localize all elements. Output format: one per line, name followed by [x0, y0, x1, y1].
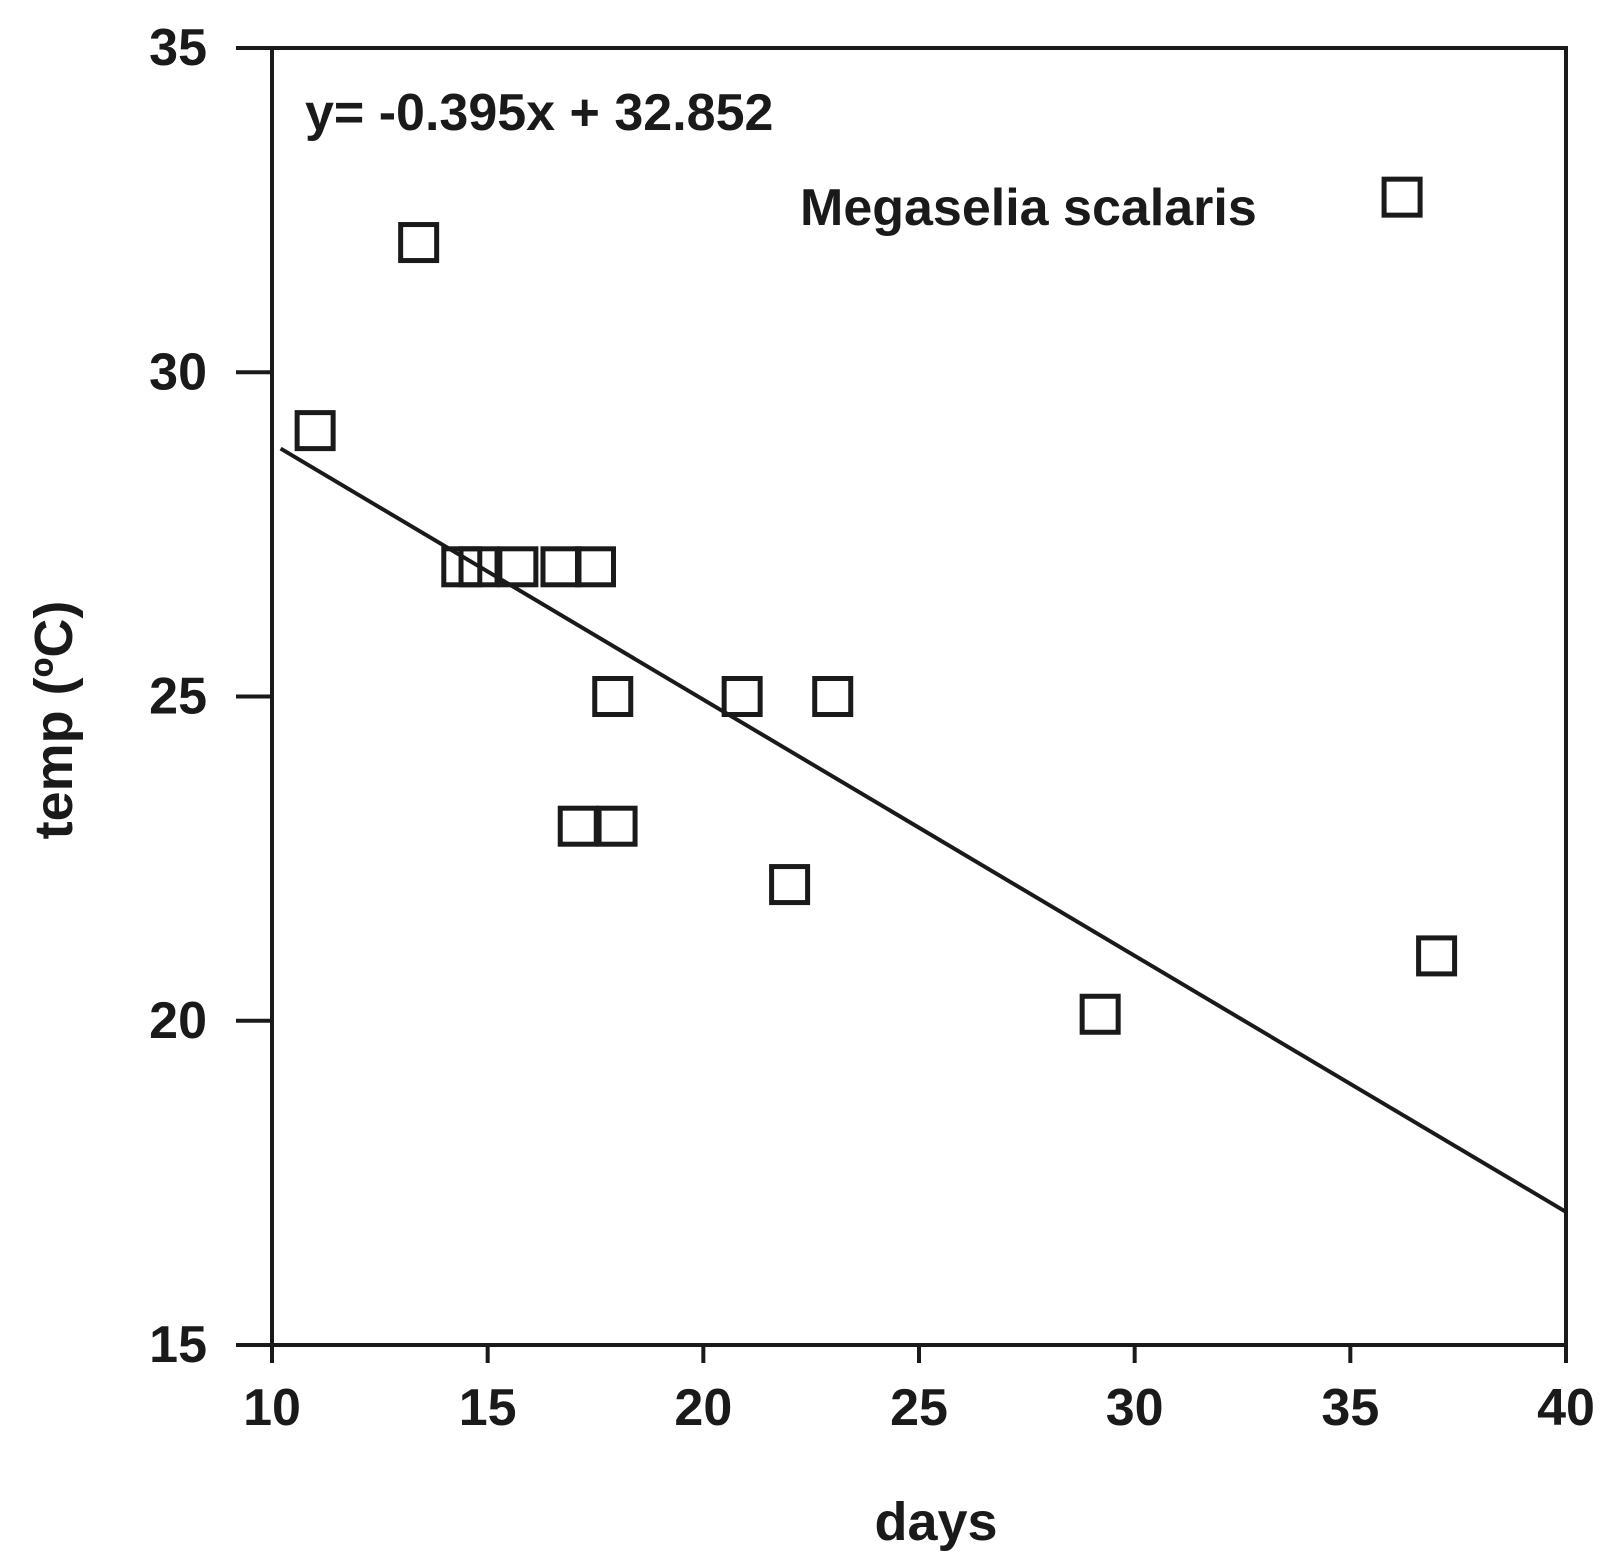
equation-label: y= -0.395x + 32.852: [305, 84, 773, 142]
axes: [270, 46, 1568, 1347]
y-tick-label: 20: [149, 992, 207, 1050]
plot-frame: [270, 46, 1568, 1347]
y-tick-label: 15: [149, 1316, 207, 1374]
x-tick-label: 20: [674, 1379, 732, 1437]
trendline-group: [279, 446, 1568, 1214]
data-point: [575, 546, 616, 588]
data-point: [812, 676, 854, 717]
x-axis-title: days: [874, 1492, 997, 1552]
x-tick-label: 30: [1106, 1379, 1164, 1437]
y-tick-label: 30: [149, 343, 207, 401]
x-tick-label: 35: [1321, 1379, 1379, 1437]
axis-ticks: 10 15 20 25 30 35 40 15 20 25 30 35: [149, 19, 1595, 1437]
data-point: [1381, 176, 1423, 218]
data-point: [1416, 935, 1458, 977]
data-point: [557, 805, 599, 847]
data-point: [458, 546, 500, 588]
x-tick-label: 40: [1537, 1379, 1595, 1437]
data-point: [1079, 993, 1121, 1035]
data-point: [294, 410, 336, 452]
data-point: [398, 222, 440, 264]
x-tick-label: 10: [243, 1379, 301, 1437]
data-point: [592, 676, 634, 717]
species-label: Megaselia scalaris: [800, 179, 1257, 237]
x-tick-label: 25: [890, 1379, 948, 1437]
data-points: [294, 176, 1458, 1035]
trendline: [279, 446, 1568, 1214]
y-tick-label: 35: [149, 19, 207, 77]
data-point: [540, 546, 582, 588]
data-point: [497, 546, 539, 588]
y-tick-label: 25: [149, 668, 207, 726]
data-point: [596, 805, 638, 847]
data-point: [721, 676, 763, 717]
y-axis-title: temp (ºC): [24, 601, 84, 840]
data-point: [769, 864, 811, 906]
x-tick-label: 15: [459, 1379, 517, 1437]
